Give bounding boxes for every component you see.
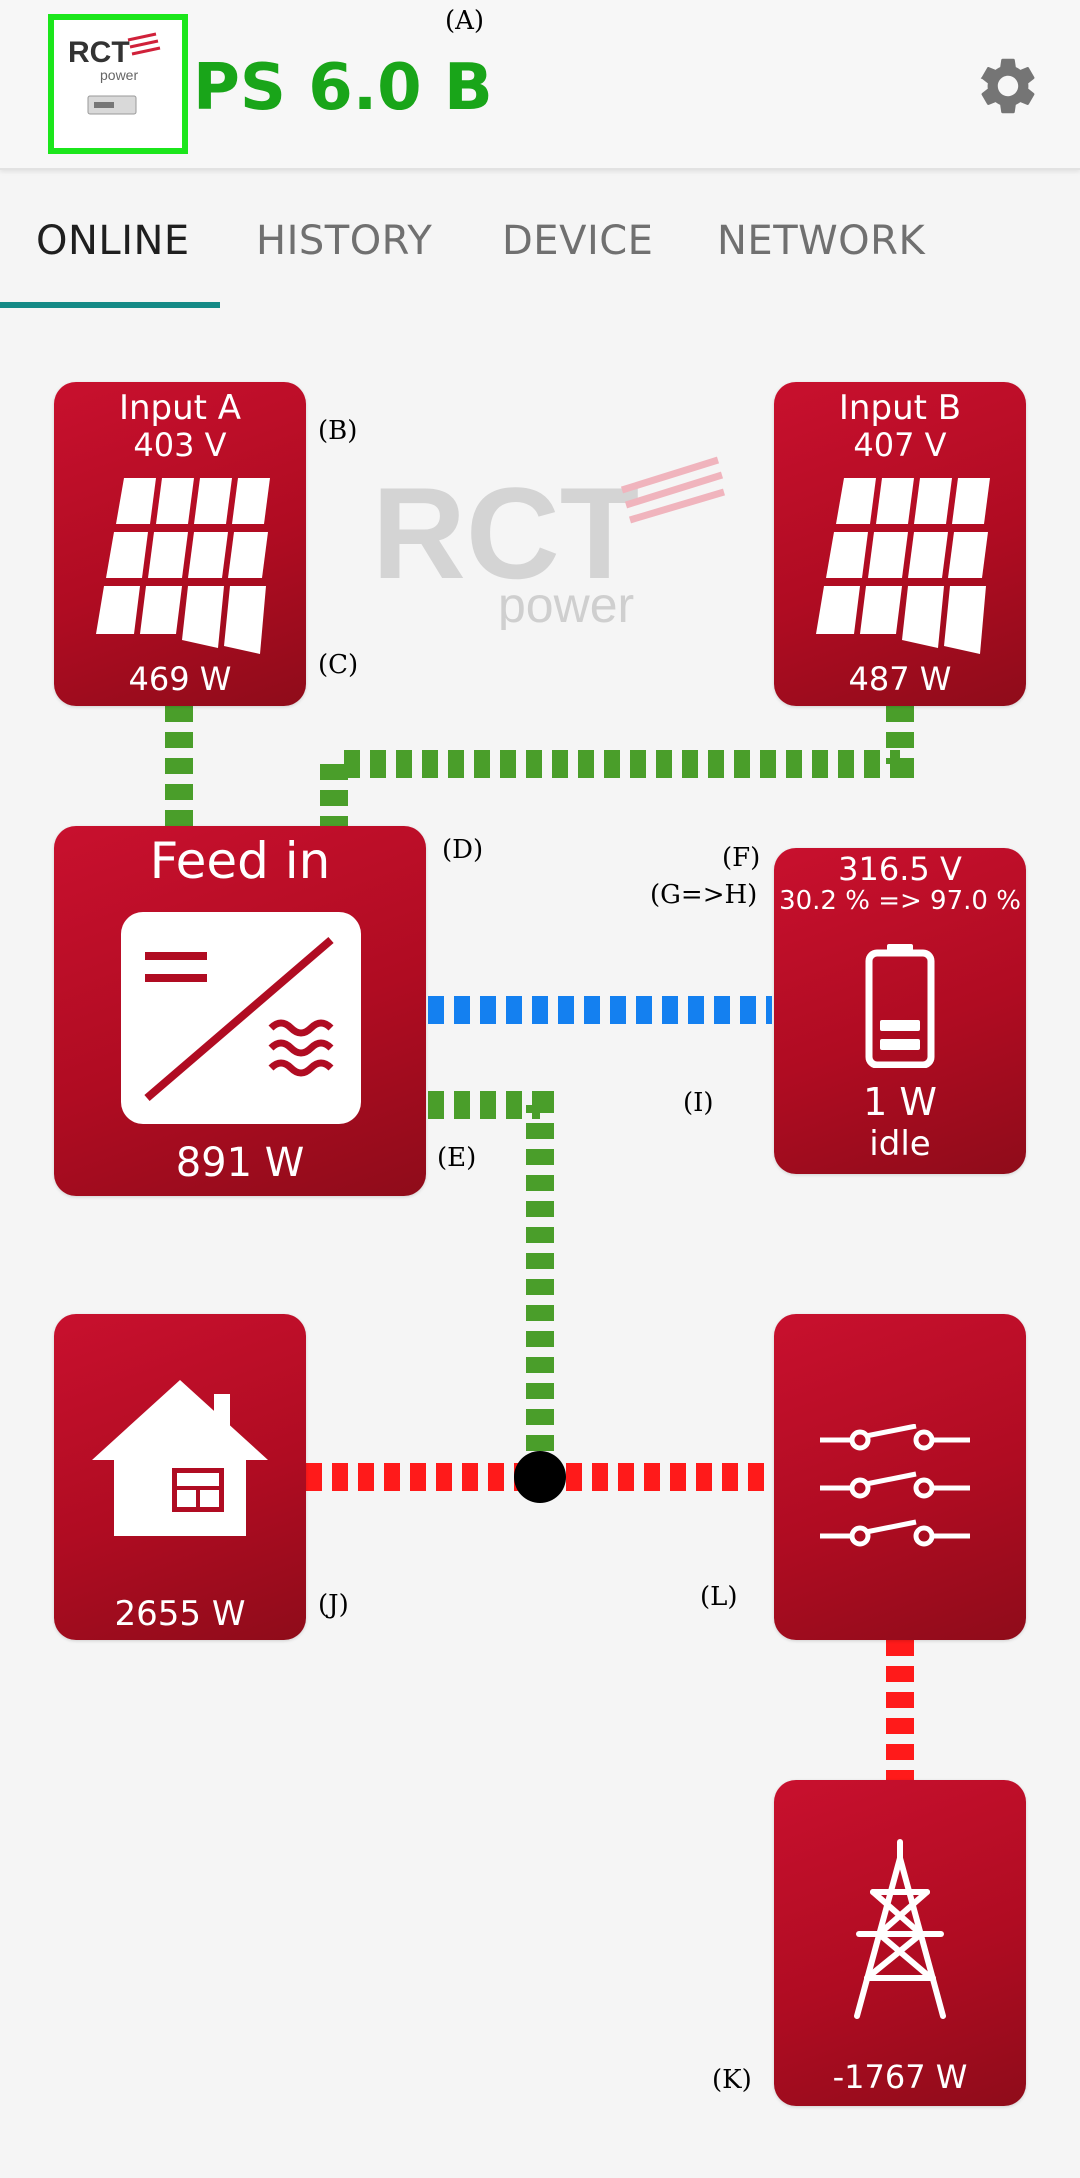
rct-watermark: RCT power (372, 456, 725, 630)
annotation-e: (E) (437, 1143, 477, 1173)
device-title: PS 6.0 B (193, 51, 493, 125)
watermark-text: RCT (372, 460, 639, 606)
flow-line-inverter-output (428, 1091, 554, 1470)
annotation-k: (K) (712, 2065, 752, 2095)
input-a-tile[interactable]: Input A 403 V 469 W (54, 382, 306, 706)
battery-power: 1 W (863, 1080, 937, 1124)
annotation-l: (L) (700, 1582, 738, 1612)
solar-panel-icon (96, 478, 270, 654)
inverter-icon (121, 912, 361, 1124)
battery-voltage: 316.5 V (838, 850, 962, 888)
app-bar: RCT power PS 6.0 B (0, 0, 1080, 170)
annotation-f: (F) (722, 843, 761, 873)
device-logo[interactable]: RCT power (48, 14, 188, 154)
junction-dot (514, 1451, 566, 1503)
input-a-title: Input A (118, 388, 242, 428)
tab-history[interactable]: HISTORY (256, 218, 433, 264)
annotation-i: (I) (683, 1088, 714, 1118)
grid-tile[interactable]: -1767 W (774, 1780, 1026, 2106)
switches-icon (820, 1424, 970, 1547)
battery-tile[interactable]: 316.5 V 30.2 % => 97.0 % 1 W idle (774, 848, 1026, 1174)
switchboard-tile[interactable] (774, 1314, 1026, 1640)
house-tile[interactable]: 2655 W (54, 1314, 306, 1640)
battery-icon (865, 944, 935, 1068)
inverter-power: 891 W (175, 1140, 305, 1186)
grid-power: -1767 W (832, 2058, 968, 2096)
flow-line-input-b (320, 706, 914, 826)
gear-icon[interactable] (974, 52, 1042, 120)
tab-online[interactable]: ONLINE (36, 218, 190, 264)
input-b-power: 487 W (848, 660, 952, 698)
input-a-voltage: 403 V (133, 426, 227, 464)
tab-bar: ONLINE HISTORY DEVICE NETWORK (0, 170, 1080, 310)
power-tower-icon (854, 1839, 946, 2019)
inverter-logo-icon: RCT power (54, 20, 182, 148)
solar-panel-icon (816, 478, 990, 654)
active-tab-indicator (0, 302, 220, 308)
battery-soc: 30.2 % => 97.0 % (779, 886, 1021, 916)
input-a-power: 469 W (128, 660, 232, 698)
logo-text: RCT (68, 36, 130, 69)
tab-device[interactable]: DEVICE (502, 218, 654, 264)
logo-subtext: power (100, 67, 138, 83)
annotation-c: (C) (318, 650, 359, 680)
watermark-subtext: power (498, 577, 634, 630)
annotation-a: (A) (445, 6, 485, 36)
annotation-d: (D) (442, 835, 484, 865)
annotation-g-h: (G=>H) (650, 880, 758, 910)
input-b-voltage: 407 V (853, 426, 947, 464)
battery-status: idle (869, 1124, 931, 1164)
house-icon (92, 1380, 268, 1536)
inverter-title: Feed in (149, 832, 331, 890)
inverter-tile[interactable]: Feed in 891 W (54, 826, 426, 1196)
house-power: 2655 W (114, 1594, 246, 1634)
input-b-tile[interactable]: Input B 407 V 487 W (774, 382, 1026, 706)
annotation-b: (B) (318, 416, 358, 446)
input-b-title: Input B (838, 388, 962, 428)
annotation-j: (J) (318, 1590, 349, 1620)
tab-network[interactable]: NETWORK (717, 218, 926, 264)
